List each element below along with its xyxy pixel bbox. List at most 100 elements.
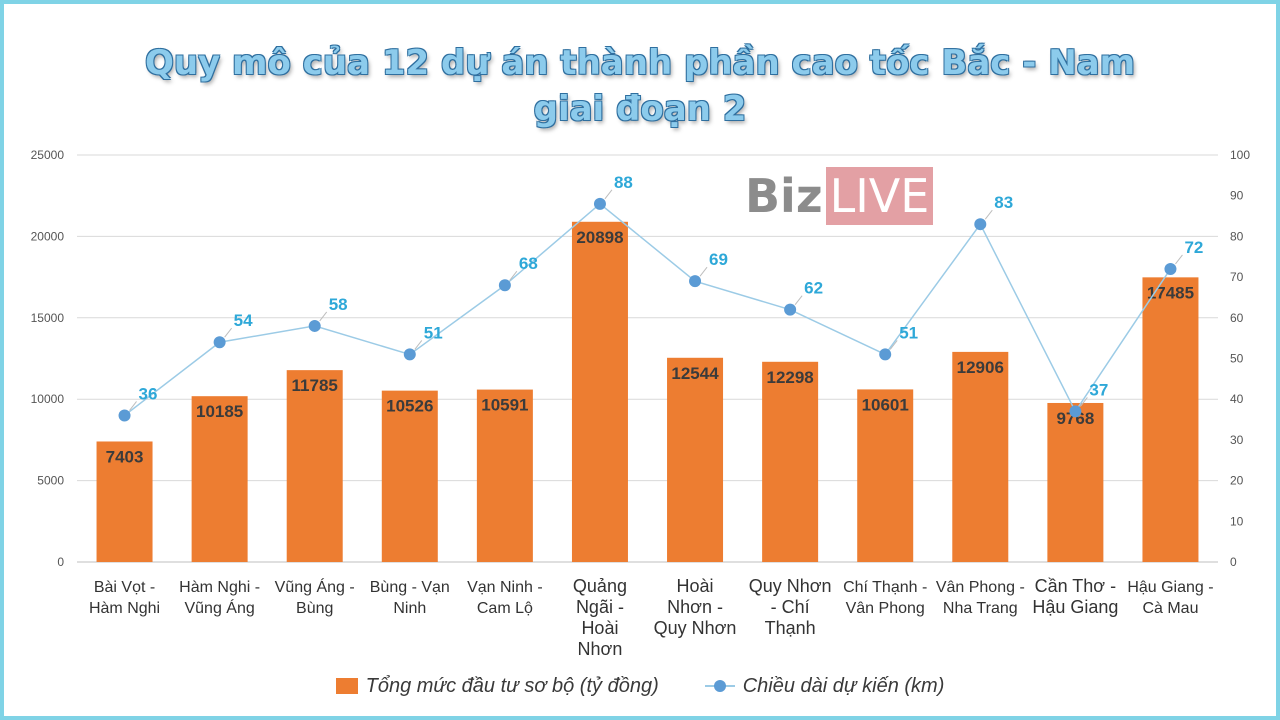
bar-value-label: 17485 (1147, 283, 1194, 302)
point-value-label: 58 (329, 295, 348, 314)
right-tick-label: 10 (1230, 514, 1244, 528)
series-point (593, 197, 606, 210)
point-value-label: 62 (804, 279, 823, 298)
bar (762, 361, 819, 562)
bar (96, 441, 153, 562)
right-tick-label: 40 (1230, 392, 1244, 406)
bar-value-label: 12906 (957, 358, 1004, 377)
bar (1047, 402, 1104, 562)
leader-line (319, 311, 328, 322)
series-line (124, 202, 1172, 417)
leader-line (509, 270, 518, 281)
gridlines (77, 154, 1218, 563)
left-tick-label: 15000 (31, 311, 65, 325)
series-point (784, 303, 797, 316)
bar-value-label: 9768 (1056, 409, 1094, 428)
bar-value-label: 10601 (862, 395, 909, 414)
point-value-label: 72 (1184, 238, 1203, 257)
left-tick-label: 25000 (31, 148, 65, 162)
leader-line (984, 209, 993, 220)
category-label: Hoài Nhơn -Quy Nhơn (654, 576, 737, 638)
bar-value-label: 10185 (196, 402, 243, 421)
legend-bar-swatch (335, 678, 358, 694)
bar-value-label: 11785 (292, 376, 338, 395)
leader-line (1175, 254, 1183, 265)
left-tick-label: 0 (57, 555, 64, 569)
legend-item-length: Chiều dài dự kiến (km) (704, 674, 945, 698)
leader-line (1079, 397, 1088, 407)
series-point (879, 348, 892, 361)
category-label: Quy Nhơn - Chí Thạnh (749, 576, 832, 638)
legend-label-length: Chiều dài dự kiến (km) (742, 674, 945, 697)
bizlive-logo: Biz LIVE (745, 167, 934, 225)
bar (857, 389, 914, 562)
left-axis-ticks: 0 5000 10000 15000 20000 25000 (31, 148, 65, 569)
chart-title: Quy mô của 12 dự án thành phần cao tốc B… (140, 40, 1140, 132)
point-value-label: 37 (1089, 380, 1108, 399)
bar (381, 390, 438, 562)
right-tick-label: 0 (1230, 555, 1237, 569)
right-axis-ticks: 0 10 20 30 40 50 60 70 80 90 100 (1230, 148, 1250, 569)
bar (286, 370, 343, 562)
left-tick-label: 20000 (31, 229, 65, 243)
point-value-label: 54 (234, 311, 253, 330)
bar (571, 221, 628, 562)
series-point (1164, 262, 1177, 275)
leader-line (129, 401, 137, 411)
leader-line (889, 340, 898, 350)
chart-title-line-2: giai đoạn 2 (533, 89, 747, 129)
logo-live: LIVE (825, 167, 934, 225)
point-value-label: 69 (709, 250, 728, 269)
leader-line (414, 340, 423, 350)
bar (952, 351, 1009, 562)
series-point (689, 275, 702, 288)
series-point (213, 336, 226, 349)
leader-line (604, 189, 613, 200)
leader-line (794, 295, 803, 305)
series-point (1069, 405, 1082, 418)
bar-value-label: 10591 (481, 396, 528, 415)
bar-value-label: 10526 (386, 397, 433, 416)
category-label: Hậu Giang -Cà Mau (1127, 579, 1213, 617)
bar-value-label: 20898 (576, 228, 623, 247)
point-value-label: 51 (899, 323, 918, 342)
bar-value-label: 12544 (671, 364, 719, 383)
leader-line (699, 266, 708, 277)
logo-biz: Biz (745, 169, 823, 223)
category-label: Vạn Ninh -Cam Lộ (467, 579, 543, 617)
right-tick-label: 70 (1230, 270, 1244, 284)
category-label: Chí Thạnh -Vân Phong (843, 579, 927, 617)
series-point (308, 319, 321, 332)
category-label: Bài Vọt -Hàm Nghi (89, 579, 160, 617)
series-point (974, 218, 987, 231)
bar-series (96, 221, 1199, 562)
right-tick-label: 80 (1230, 229, 1244, 243)
leader-line (224, 327, 233, 338)
right-tick-label: 100 (1230, 148, 1250, 162)
point-value-label: 88 (614, 173, 633, 192)
legend: Tổng mức đầu tư sơ bộ (tỷ đồng) Chiều dà… (0, 672, 1280, 700)
bar (476, 389, 533, 562)
right-tick-label: 30 (1230, 433, 1244, 447)
legend-label-investment: Tổng mức đầu tư sơ bộ (tỷ đồng) (365, 674, 659, 697)
series-point (403, 348, 416, 361)
point-value-label: 36 (139, 384, 158, 403)
left-tick-label: 5000 (37, 474, 64, 488)
left-tick-label: 10000 (31, 392, 65, 406)
chart-title-line-1: Quy mô của 12 dự án thành phần cao tốc B… (144, 43, 1136, 83)
bar-value-label: 7403 (106, 447, 144, 466)
point-value-label: 51 (424, 323, 443, 342)
category-label: Vân Phong -Nha Trang (936, 579, 1025, 617)
category-label: Quảng Ngãi -Hoài Nhơn (573, 576, 627, 659)
line-series: 36 54 58 51 68 88 69 62 51 83 37 72 (118, 173, 1203, 422)
bar (667, 357, 724, 562)
category-labels: Bài Vọt -Hàm Nghi Hàm Nghi -Vũng Áng Vũng … (89, 576, 1214, 659)
series-point (498, 279, 511, 292)
category-label: Vũng Áng -Bùng (275, 577, 355, 617)
category-label: Bùng - Vạn Ninh (370, 579, 450, 617)
right-tick-label: 50 (1230, 352, 1244, 366)
bar (191, 396, 248, 562)
point-value-label: 68 (519, 254, 538, 273)
